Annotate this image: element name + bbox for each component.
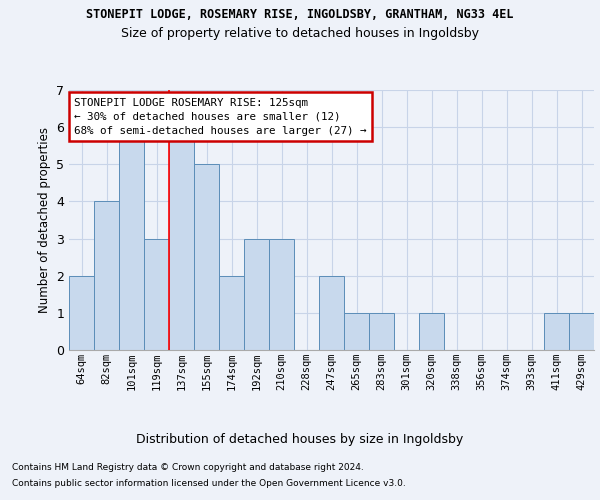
Bar bbox=[194, 164, 219, 350]
Bar bbox=[219, 276, 244, 350]
Bar bbox=[369, 313, 394, 350]
Bar bbox=[144, 238, 169, 350]
Text: Distribution of detached houses by size in Ingoldsby: Distribution of detached houses by size … bbox=[136, 432, 464, 446]
Bar bbox=[344, 313, 369, 350]
Text: STONEPIT LODGE, ROSEMARY RISE, INGOLDSBY, GRANTHAM, NG33 4EL: STONEPIT LODGE, ROSEMARY RISE, INGOLDSBY… bbox=[86, 8, 514, 20]
Y-axis label: Number of detached properties: Number of detached properties bbox=[38, 127, 50, 313]
Text: Contains HM Land Registry data © Crown copyright and database right 2024.: Contains HM Land Registry data © Crown c… bbox=[12, 462, 364, 471]
Bar bbox=[269, 238, 294, 350]
Text: STONEPIT LODGE ROSEMARY RISE: 125sqm
← 30% of detached houses are smaller (12)
6: STONEPIT LODGE ROSEMARY RISE: 125sqm ← 3… bbox=[74, 98, 367, 136]
Bar bbox=[419, 313, 444, 350]
Bar bbox=[569, 313, 594, 350]
Text: Contains public sector information licensed under the Open Government Licence v3: Contains public sector information licen… bbox=[12, 479, 406, 488]
Bar bbox=[119, 127, 144, 350]
Bar bbox=[94, 202, 119, 350]
Bar bbox=[69, 276, 94, 350]
Bar bbox=[169, 127, 194, 350]
Text: Size of property relative to detached houses in Ingoldsby: Size of property relative to detached ho… bbox=[121, 28, 479, 40]
Bar bbox=[319, 276, 344, 350]
Bar bbox=[244, 238, 269, 350]
Bar bbox=[544, 313, 569, 350]
